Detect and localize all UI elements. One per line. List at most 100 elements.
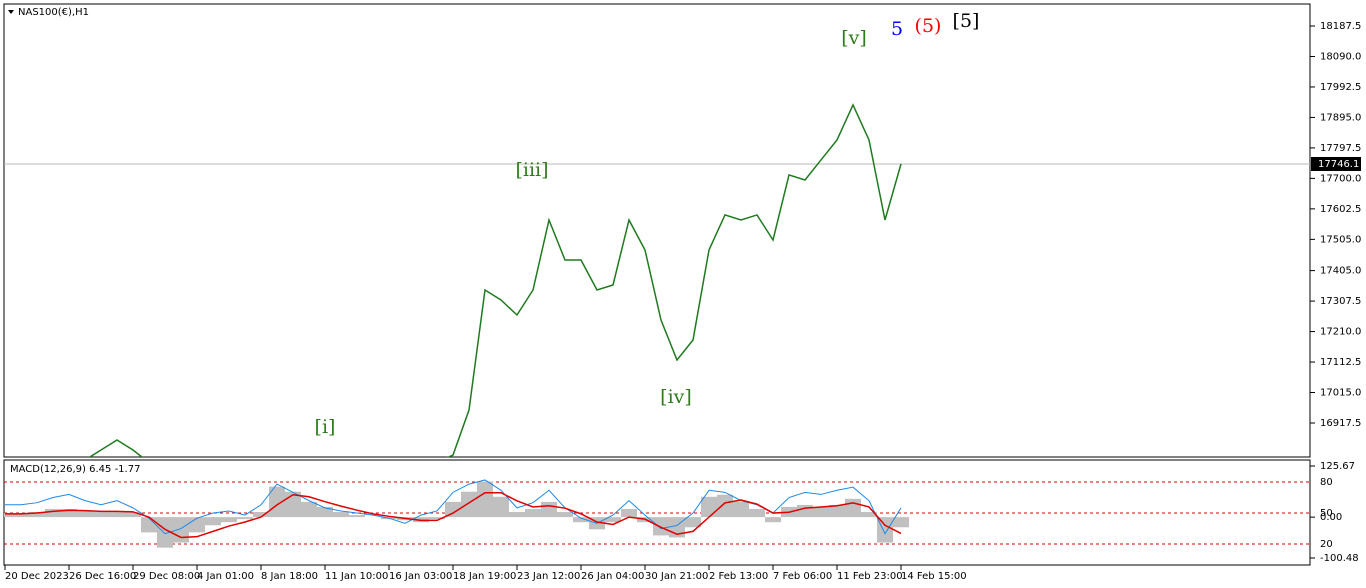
y-tick-label: 17505.0 [1320, 234, 1361, 245]
y-tick-label: 17112.5 [1320, 357, 1361, 368]
x-tick-label: 29 Dec 08:00 [133, 571, 200, 582]
macd-bar [813, 506, 829, 518]
y-tick-label: 17015.0 [1320, 388, 1361, 399]
macd-bar [445, 501, 461, 518]
y-tick-label: -100.48 [1320, 553, 1359, 564]
macd-bar [877, 517, 893, 543]
wave-label: [iv] [660, 386, 692, 408]
macd-bar [621, 508, 637, 518]
level-label: 20 [1320, 539, 1333, 550]
x-tick-label: 8 Jan 18:00 [261, 571, 318, 582]
y-tick-label: 18187.5 [1320, 21, 1361, 32]
macd-bar [333, 512, 349, 518]
macd-bar [45, 508, 61, 518]
x-tick-label: 20 Dec 2023 [5, 571, 69, 582]
macd-bar [29, 512, 45, 518]
wave-label: [v] [841, 27, 867, 49]
x-tick-label: 11 Feb 23:00 [837, 571, 903, 582]
macd-bar [653, 517, 669, 536]
y-tick-label: 18090.0 [1320, 51, 1361, 62]
y-tick-label: 17797.5 [1320, 143, 1361, 154]
macd-bar [269, 486, 285, 518]
macd-bar [189, 517, 205, 533]
macd-bar [205, 517, 221, 526]
y-tick-label: 17210.0 [1320, 327, 1361, 338]
y-tick-label: 17700.0 [1320, 173, 1361, 184]
symbol-title: NAS100(€),H1 [18, 7, 89, 18]
macd-bar [141, 517, 157, 533]
macd-bar [253, 512, 269, 518]
macd-title: MACD(12,26,9) 6.45 -1.77 [10, 464, 140, 475]
macd-bar [605, 517, 621, 523]
wave-label: 5 [891, 18, 903, 40]
x-tick-label: 16 Jan 03:00 [389, 571, 452, 582]
macd-bar [301, 501, 317, 518]
level-label: 50 [1320, 508, 1333, 519]
last-price-box [1311, 156, 1361, 171]
wave-label: [i] [315, 416, 336, 438]
x-tick-label: 14 Feb 15:00 [901, 571, 967, 582]
x-tick-label: 30 Jan 21:00 [645, 571, 708, 582]
macd-bar [525, 508, 541, 518]
y-tick-label: 17992.5 [1320, 82, 1361, 93]
macd-bar [845, 498, 861, 518]
macd-bar [797, 504, 813, 518]
macd-bar [93, 512, 109, 518]
macd-bar [685, 517, 701, 528]
macd-bar [893, 517, 909, 528]
x-tick-label: 4 Jan 01:00 [197, 571, 254, 582]
price-line [88, 103, 902, 457]
macd-bar [829, 504, 845, 518]
macd-bar [317, 506, 333, 518]
macd-bar [749, 508, 765, 518]
y-tick-label: 16917.5 [1320, 418, 1361, 429]
macd-bar [237, 517, 253, 520]
macd-bar [125, 512, 141, 518]
macd-bar [765, 517, 781, 523]
macd-bar [349, 515, 365, 518]
signal-line [5, 491, 902, 539]
y-tick-label: 0.00 [1320, 512, 1342, 523]
macd-bar [541, 501, 557, 518]
x-tick-label: 7 Feb 06:00 [773, 571, 832, 582]
macd-bar [4, 513, 13, 518]
last-price-label: 17746.1 [1318, 159, 1359, 170]
macd-bar [733, 501, 749, 518]
macd-bar [557, 512, 573, 518]
macd-bar [13, 513, 29, 518]
main-panel [3, 3, 1311, 458]
macd-bar [493, 496, 509, 518]
macd-bar [429, 517, 445, 520]
macd-bar [221, 517, 237, 523]
macd-bar [573, 517, 589, 523]
x-tick-label: 11 Jan 10:00 [325, 571, 388, 582]
macd-bar [157, 517, 173, 548]
macd-bar [861, 512, 877, 518]
wave-label: [iii] [515, 159, 548, 181]
macd-bar [477, 481, 493, 518]
x-tick-label: 18 Jan 19:00 [453, 571, 516, 582]
y-tick-label: 17895.0 [1320, 112, 1361, 123]
menu-arrow[interactable] [8, 10, 14, 14]
macd-bar [109, 511, 125, 518]
wave-label: (5) [915, 15, 942, 37]
x-tick-label: 23 Jan 12:00 [517, 571, 580, 582]
macd-bar [77, 511, 93, 518]
y-tick-label: 17307.5 [1320, 296, 1361, 307]
macd-plot [4, 479, 1310, 548]
macd-bar [461, 491, 477, 518]
macd-bar [701, 496, 717, 518]
wave-label: [5] [953, 10, 980, 32]
level-label: 80 [1320, 477, 1333, 488]
x-tick-label: 26 Jan 04:00 [581, 571, 644, 582]
x-tick-label: 2 Feb 13:00 [709, 571, 768, 582]
macd-bar [61, 508, 77, 518]
y-tick-label: 125.67 [1320, 461, 1355, 472]
main-plot [4, 103, 1310, 457]
y-tick-label: 17405.0 [1320, 266, 1361, 277]
y-tick-label: 17602.5 [1320, 204, 1361, 215]
macd-bar [717, 494, 733, 518]
macd-panel [3, 459, 1311, 566]
x-tick-label: 26 Dec 16:00 [69, 571, 136, 582]
